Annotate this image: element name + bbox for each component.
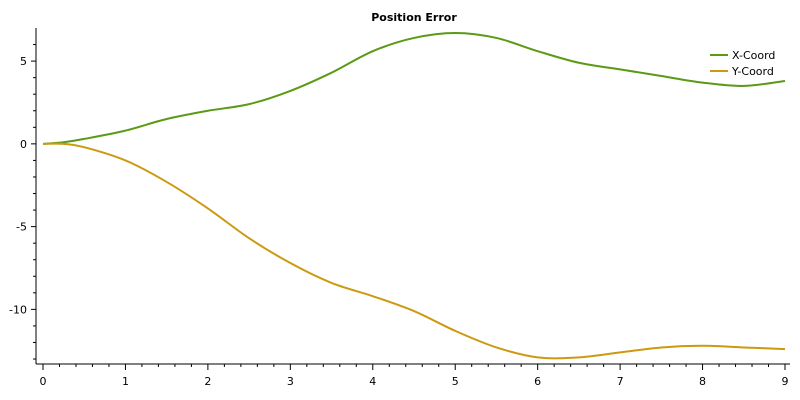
y-tick-label: -5 [16, 221, 27, 234]
x-tick-label: 9 [782, 375, 789, 388]
x-tick-label: 6 [534, 375, 541, 388]
x-tick-label: 1 [122, 375, 129, 388]
legend-label-y-coord: Y-Coord [731, 65, 774, 78]
x-tick-label: 3 [287, 375, 294, 388]
x-tick-label: 5 [452, 375, 459, 388]
series-layer [42, 31, 786, 360]
x-tick-label: 0 [40, 375, 47, 388]
legend: X-Coord Y-Coord [710, 49, 775, 78]
legend-label-x-coord: X-Coord [732, 49, 775, 62]
y-tick-label: 0 [20, 138, 27, 151]
x-tick-label: 4 [369, 375, 376, 388]
x-tick-label: 8 [699, 375, 706, 388]
chart-title: Position Error [371, 11, 457, 24]
series-line-y-coord [42, 142, 786, 360]
axes [35, 28, 790, 365]
x-tick-label: 7 [617, 375, 624, 388]
ticks: 5 0 -5 -10 0 1 2 3 4 5 6 7 8 9 [9, 44, 789, 388]
y-tick-label: 5 [20, 55, 27, 68]
x-tick-label: 2 [204, 375, 211, 388]
y-tick-label: -10 [9, 303, 27, 316]
series-line-x-coord [42, 31, 786, 145]
